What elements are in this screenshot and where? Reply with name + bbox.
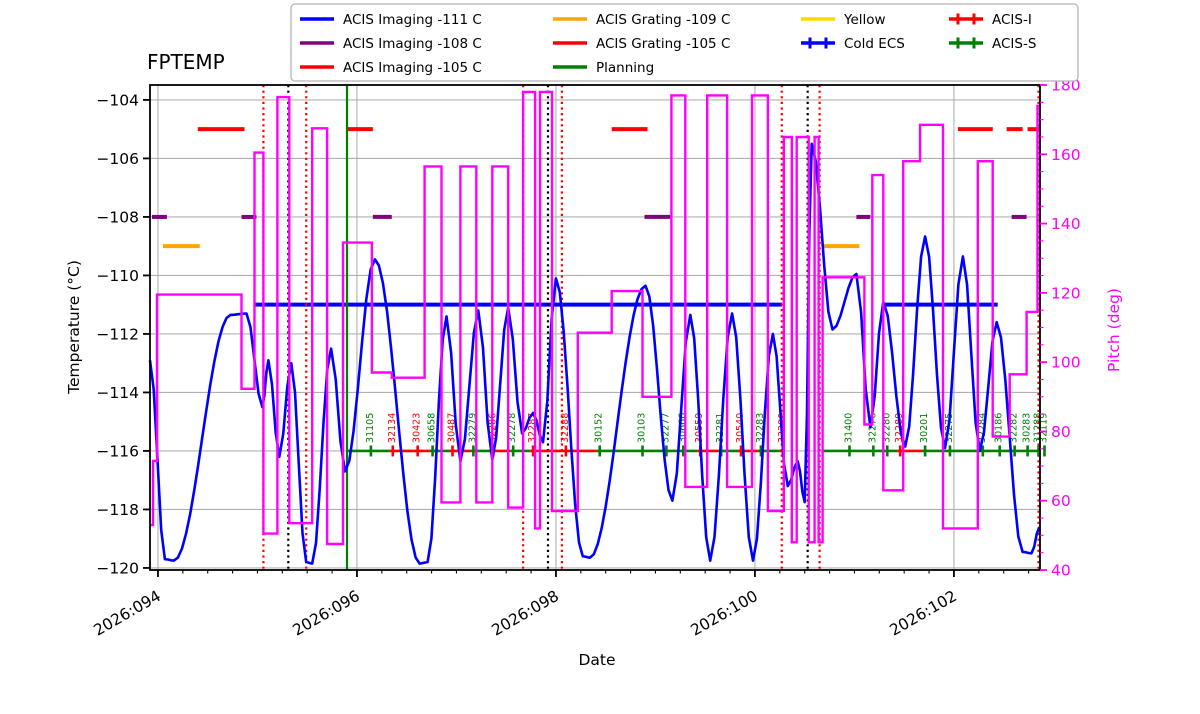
y2-tick-label: 60 bbox=[1051, 492, 1071, 510]
x-axis-label: Date bbox=[578, 651, 616, 669]
y-tick-label: −118 bbox=[96, 501, 139, 519]
obs-id-label: 31105 bbox=[365, 413, 376, 443]
legend-entry-label: Yellow bbox=[843, 12, 886, 28]
obs-id-label: 32278 bbox=[507, 413, 518, 443]
legend-entry-label: ACIS-S bbox=[992, 36, 1036, 52]
y2-tick-label: 120 bbox=[1051, 284, 1081, 302]
legend-box bbox=[290, 3, 1079, 82]
y-tick-label: −116 bbox=[96, 442, 139, 460]
legend-entry-label: ACIS Imaging -111 C bbox=[343, 12, 482, 28]
y2-tick-label: 140 bbox=[1051, 215, 1081, 233]
y-tick-label: −112 bbox=[96, 325, 139, 343]
obs-id-label: 30658 bbox=[427, 413, 438, 443]
y-tick-label: −106 bbox=[96, 150, 139, 168]
legend-entry-label: ACIS-I bbox=[992, 12, 1032, 28]
obs-id-label: 32288 bbox=[560, 413, 571, 443]
obs-id-label: 32284 bbox=[977, 413, 988, 443]
obs-id-label: 32277 bbox=[660, 413, 671, 443]
obs-id-label: 32283 bbox=[755, 413, 766, 443]
chart-title: FPTEMP bbox=[147, 50, 225, 74]
obs-id-label: 30283 bbox=[1022, 413, 1033, 443]
obs-id-label: 32119 bbox=[1038, 413, 1049, 443]
obs-id-label: 30201 bbox=[919, 413, 930, 443]
y2-tick-label: 40 bbox=[1051, 562, 1071, 580]
y-axis-label: Temperature (°C) bbox=[65, 260, 83, 394]
y-tick-label: −104 bbox=[96, 91, 139, 109]
legend-entry-label: ACIS Grating -105 C bbox=[596, 36, 730, 52]
y2-tick-label: 160 bbox=[1051, 146, 1081, 164]
legend-entry-label: ACIS Grating -109 C bbox=[596, 12, 730, 28]
obs-id-label: 30540 bbox=[735, 413, 746, 443]
obs-id-label: 30423 bbox=[412, 413, 423, 443]
obs-id-label: 32276 bbox=[867, 413, 878, 443]
obs-id-label: 32280 bbox=[881, 413, 892, 443]
obs-id-label: 31288 bbox=[1033, 413, 1044, 443]
legend-entry-label: ACIS Imaging -108 C bbox=[343, 36, 482, 52]
obs-id-label: 31400 bbox=[843, 413, 854, 443]
y2-tick-label: 80 bbox=[1051, 423, 1071, 441]
legend-entry-label: Planning bbox=[596, 60, 654, 76]
obs-id-label: 32282 bbox=[1009, 413, 1020, 443]
obs-id-label: 30186 bbox=[994, 413, 1005, 443]
y-tick-label: −120 bbox=[96, 559, 139, 577]
y-tick-label: −110 bbox=[96, 267, 139, 285]
legend-entry-label: Cold ECS bbox=[844, 36, 905, 52]
obs-id-label: 30666 bbox=[677, 413, 688, 443]
legend-entry-label: ACIS Imaging -105 C bbox=[343, 60, 482, 76]
obs-id-label: 32279 bbox=[467, 413, 478, 443]
obs-id-label: 32134 bbox=[387, 413, 398, 443]
y2-tick-label: 100 bbox=[1051, 354, 1081, 372]
obs-id-label: 30487 bbox=[446, 413, 457, 443]
y-tick-label: −108 bbox=[96, 208, 139, 226]
y2-axis-label: Pitch (deg) bbox=[1105, 288, 1123, 372]
temperature-series bbox=[148, 142, 1041, 565]
obs-id-label: 32287 bbox=[527, 413, 538, 443]
y-tick-label: −114 bbox=[96, 384, 139, 402]
obs-id-label: 30152 bbox=[594, 413, 605, 443]
obs-id-label: 30103 bbox=[637, 413, 648, 443]
pitch-series bbox=[150, 90, 1040, 546]
